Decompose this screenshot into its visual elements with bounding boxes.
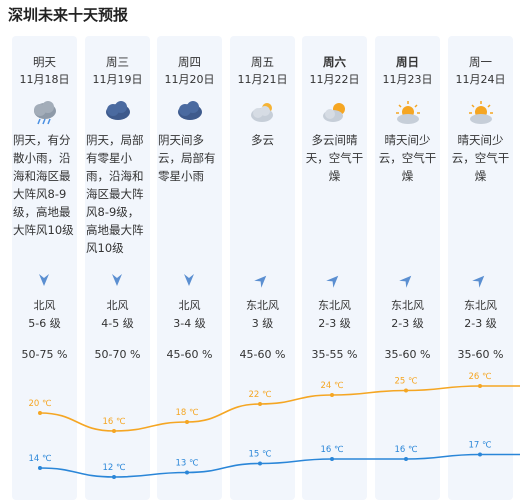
- wind-arrow-icon: [112, 274, 122, 286]
- weekday-label: 明天: [33, 55, 56, 69]
- weekday-label: 周一: [469, 55, 492, 69]
- wind-level: 3 级: [251, 317, 274, 330]
- cloud-rain-icon: [34, 101, 56, 125]
- weekday-label: 周日: [396, 55, 419, 69]
- weekday-label: 周五: [251, 55, 274, 69]
- wind-arrow-icon: [472, 275, 485, 288]
- wind-level: 3-4 级: [173, 317, 206, 330]
- wind-level: 2-3 级: [464, 317, 497, 330]
- cloud-rain-icon: [106, 101, 130, 120]
- weather-description: 晴天间少云，空气干燥: [378, 133, 437, 183]
- humidity: 35-60 %: [457, 348, 504, 361]
- sun-cloud-icon: [469, 101, 493, 124]
- wind-arrow-icon: [399, 275, 412, 288]
- wind-direction: 北风: [106, 299, 129, 312]
- humidity: 45-60 %: [239, 348, 286, 361]
- wind-level: 5-6 级: [28, 317, 61, 330]
- weather-description: 晴天间少云，空气干燥: [451, 133, 510, 183]
- date-label: 11月23日: [382, 73, 433, 86]
- day-card[interactable]: 周四 11月20日 阴天间多云，局部有零星小雨 北风 3-4 级 45-60 %: [157, 36, 222, 500]
- weekday-label: 周四: [178, 55, 201, 69]
- day-card[interactable]: 周六 11月22日 多云间晴天，空气干燥 东北风 2-3 级 35-55 %: [302, 36, 367, 500]
- page-title: 深圳未来十天预报: [8, 6, 129, 24]
- wind-direction: 东北风: [246, 299, 279, 312]
- wind-direction: 北风: [178, 299, 201, 312]
- humidity: 35-55 %: [311, 348, 358, 361]
- date-label: 11月22日: [309, 73, 360, 86]
- wind-level: 2-3 级: [391, 317, 424, 330]
- date-label: 11月19日: [92, 73, 143, 86]
- weekday-label: 周六: [323, 55, 346, 69]
- day-card[interactable]: 明天 11月18日 阴天，有分散小雨，沿海和海区最大阵风8-9级，高地最大阵风1…: [12, 36, 77, 500]
- wind-arrow-icon: [254, 275, 267, 288]
- partly-cloudy-icon: [323, 103, 345, 122]
- wind-direction: 东北风: [318, 299, 351, 312]
- sun-cloud-icon: [396, 101, 420, 124]
- weather-description: 阴天间多云，局部有零星小雨: [158, 133, 216, 183]
- date-label: 11月18日: [19, 73, 70, 86]
- wind-arrow-icon: [184, 274, 194, 286]
- wind-arrow-icon: [326, 275, 339, 288]
- humidity: 45-60 %: [166, 348, 213, 361]
- day-card[interactable]: 周日 11月23日 晴天间少云，空气干燥 东北风 2-3 级 35-60 %: [375, 36, 440, 500]
- wind-arrow-icon: [39, 274, 49, 286]
- wind-level: 4-5 级: [101, 317, 134, 330]
- date-label: 11月20日: [164, 73, 215, 86]
- wind-direction: 北风: [33, 299, 56, 312]
- weather-description: 多云: [251, 133, 274, 147]
- wind-level: 2-3 级: [318, 317, 351, 330]
- day-card[interactable]: 周三 11月19日 阴天，局部有零星小雨，沿海和海区最大阵风8-9级，高地最大阵…: [85, 36, 150, 500]
- weather-description: 多云间晴天，空气干燥: [305, 133, 364, 183]
- humidity: 50-70 %: [94, 348, 141, 361]
- wind-direction: 东北风: [391, 299, 424, 312]
- wind-direction: 东北风: [464, 299, 497, 312]
- weather-description: 阴天，有分散小雨，沿海和海区最大阵风8-9级，高地最大阵风10级: [13, 133, 74, 237]
- cloud-rain-icon: [178, 101, 202, 120]
- day-card[interactable]: 周一 11月24日 晴天间少云，空气干燥 东北风 2-3 级 35-60 %: [448, 36, 513, 500]
- date-label: 11月24日: [455, 73, 506, 86]
- cloudy-icon: [251, 103, 273, 122]
- date-label: 11月21日: [237, 73, 288, 86]
- weather-description: 阴天，局部有零星小雨，沿海和海区最大阵风8-9级，高地最大阵风10级: [86, 133, 144, 255]
- forecast-days: 明天 11月18日 阴天，有分散小雨，沿海和海区最大阵风8-9级，高地最大阵风1…: [12, 36, 520, 500]
- day-card[interactable]: 周五 11月21日 多云 东北风 3 级 45-60 %: [230, 36, 295, 500]
- humidity: 35-60 %: [384, 348, 431, 361]
- humidity: 50-75 %: [21, 348, 68, 361]
- weekday-label: 周三: [106, 55, 129, 69]
